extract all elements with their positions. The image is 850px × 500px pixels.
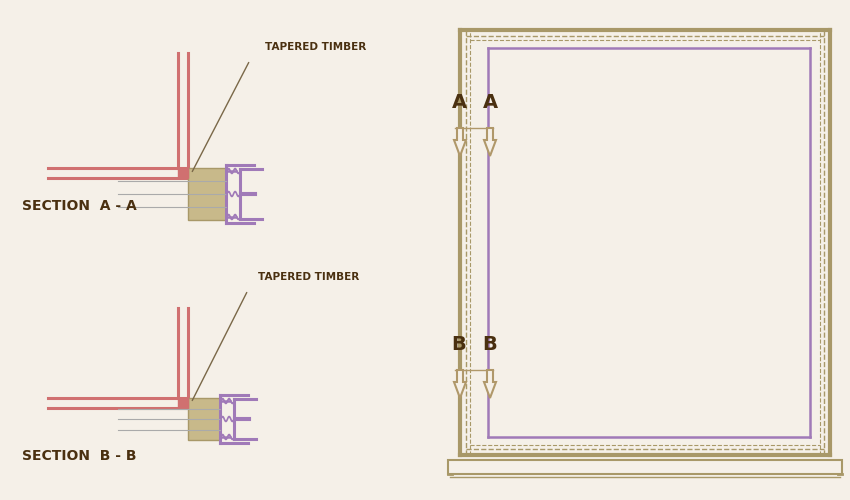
Text: SECTION  A - A: SECTION A - A <box>22 199 137 213</box>
Polygon shape <box>178 398 188 408</box>
Polygon shape <box>454 128 466 156</box>
Polygon shape <box>454 370 466 398</box>
Text: TAPERED TIMBER: TAPERED TIMBER <box>258 272 360 282</box>
Text: A: A <box>451 93 467 112</box>
Polygon shape <box>484 370 496 398</box>
Text: B: B <box>451 335 467 354</box>
Polygon shape <box>484 128 496 156</box>
Polygon shape <box>178 168 188 178</box>
Text: A: A <box>483 93 497 112</box>
Text: SECTION  B - B: SECTION B - B <box>22 449 137 463</box>
Bar <box>188 168 226 220</box>
Bar <box>188 398 220 440</box>
Bar <box>448 460 842 474</box>
Text: TAPERED TIMBER: TAPERED TIMBER <box>265 42 366 52</box>
Text: B: B <box>483 335 497 354</box>
